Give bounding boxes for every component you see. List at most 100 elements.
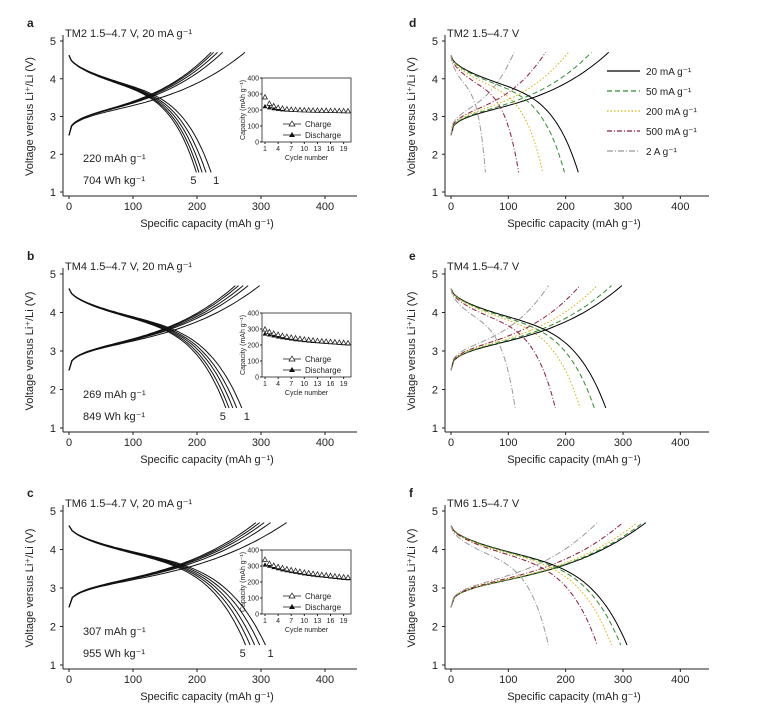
inset-x-tick-label: 16 <box>327 381 335 388</box>
y-axis-label: Voltage versus Li⁺/Li (V) <box>406 529 418 648</box>
inset-charge-point <box>275 104 282 110</box>
y-tick-label: 4 <box>50 308 56 320</box>
inset-x-tick-label: 16 <box>327 618 335 625</box>
energy-annotation: 704 Wh kg⁻¹ <box>83 175 145 187</box>
inset-charge-point <box>288 334 295 340</box>
charge-curve-cycle-4 <box>68 51 214 136</box>
inset-charge-point <box>283 333 290 339</box>
inset-charge-point <box>331 338 338 345</box>
inset-charge-point <box>283 565 290 572</box>
legend-label-4: 500 mA g⁻¹ <box>646 127 698 138</box>
inset-x-tick-label: 13 <box>314 146 322 153</box>
inset-charge-point <box>318 571 325 577</box>
y-tick-label: 4 <box>432 545 438 557</box>
x-axis-label: Specific capacity (mAh g⁻¹) <box>140 218 274 230</box>
y-axis-label: Voltage versus Li⁺/Li (V) <box>24 292 36 411</box>
x-tick-label: 0 <box>448 674 454 686</box>
inset-x-tick-label: 13 <box>314 381 322 388</box>
inset-charge-point <box>279 332 286 338</box>
inset-charge-point <box>262 556 268 562</box>
inset-y-tick-label: 300 <box>247 564 259 571</box>
y-tick-label: 5 <box>50 506 56 518</box>
x-tick-label: 100 <box>124 201 142 213</box>
inset-x-tick-label: 16 <box>327 146 335 153</box>
capacity-annotation: 220 mAh g⁻¹ <box>83 153 146 165</box>
discharge-curve-rate-5 <box>450 55 486 173</box>
inset-x-tick-label: 7 <box>289 381 293 388</box>
inset-charge-point <box>301 106 308 113</box>
x-tick-label: 0 <box>66 674 72 686</box>
y-tick-label: 5 <box>432 269 438 281</box>
inset-y-tick-label: 300 <box>247 327 259 334</box>
charge-curve-cycle-4 <box>68 522 260 608</box>
charge-curve-rate-2 <box>450 285 612 371</box>
panel-d: 1 2 3 4 5 0 100 200 300 400 Specific capacity (mAh… <box>406 16 709 230</box>
panel-f: 1 2 3 4 5 0 100 200 300 400 Specific capacity (mAh… <box>406 486 709 703</box>
inset-charge-point <box>296 106 303 113</box>
inset-y-tick-label: 0 <box>255 375 259 382</box>
discharge-curve-rate-3 <box>450 288 581 409</box>
cycle-5-label: 5 <box>190 175 196 187</box>
y-tick-label: 2 <box>50 622 56 634</box>
charge-curve-rate-4 <box>450 52 547 136</box>
x-tick-label: 100 <box>499 674 517 686</box>
x-axis-label: Specific capacity (mAh g⁻¹) <box>507 218 641 230</box>
discharge-curve-rate-3 <box>450 525 612 646</box>
inset-charge-point <box>345 574 351 580</box>
inset-legend-charge-marker <box>288 120 296 127</box>
panel-letter: e <box>409 249 416 263</box>
inset-charge-point <box>336 339 343 345</box>
inset-charge-point <box>331 107 338 113</box>
inset-charge-point <box>305 569 312 576</box>
inset-legend-discharge: Discharge <box>305 366 342 375</box>
inset-charge-point <box>279 564 286 571</box>
inset-legend-charge-marker <box>288 355 296 362</box>
y-tick-label: 1 <box>50 660 56 672</box>
x-tick-label: 100 <box>124 437 142 449</box>
panel-e: 1 2 3 4 5 0 100 200 300 400 Specific capacity (mAh… <box>406 249 709 466</box>
inset-charge-point <box>270 330 277 336</box>
charge-curve-rate-3 <box>450 522 638 608</box>
inset-charge-point <box>296 568 303 574</box>
inset-y-axis-label: Capacity (mAh g⁻¹) <box>240 315 247 375</box>
x-tick-label: 100 <box>499 201 517 213</box>
y-axis-label: Voltage versus Li⁺/Li (V) <box>406 292 418 411</box>
inset-charge-point <box>292 567 299 573</box>
y-tick-label: 1 <box>432 660 438 672</box>
inset-legend-charge-marker <box>288 592 296 599</box>
inset-charge-point <box>340 107 347 114</box>
inset-legend-charge: Charge <box>305 120 332 129</box>
y-tick-label: 1 <box>432 423 438 435</box>
inset-y-tick-label: 100 <box>247 124 259 131</box>
x-tick-label: 200 <box>188 437 206 449</box>
inset-charge-point <box>275 563 282 569</box>
inset-charge-point <box>266 100 273 106</box>
discharge-curve-rate-1 <box>450 55 579 173</box>
charge-curve-rate-5 <box>450 522 598 608</box>
inset-legend-discharge-marker <box>289 604 295 609</box>
inset-charge-point <box>288 566 295 573</box>
charge-curve-rate-2 <box>450 522 644 608</box>
panel-letter: a <box>27 16 34 30</box>
y-tick-label: 3 <box>432 346 438 358</box>
charge-curve-rate-5 <box>450 52 515 136</box>
charge-curve-cycle-5 <box>68 522 257 608</box>
inset-discharge-point <box>262 331 268 336</box>
discharge-curve-rate-2 <box>450 288 595 409</box>
legend-label-1: 20 mA g⁻¹ <box>646 67 692 78</box>
inset-charge-point <box>345 107 351 114</box>
inset-y-tick-label: 100 <box>247 359 259 366</box>
charge-curve-rate-4 <box>450 522 624 608</box>
inset-b: 0 100 200 300 400 1 4 7 10 13 16 19 Cycle number Capa… <box>240 311 352 397</box>
inset-charge-point <box>310 107 317 113</box>
x-axis-label: Specific capacity (mAh g⁻¹) <box>507 691 641 703</box>
x-tick-label: 300 <box>252 201 270 213</box>
rate-legend: 20 mA g⁻¹ 50 mA g⁻¹ 200 mA g⁻¹ 500 mA g⁻¹ 2 … <box>607 67 698 158</box>
y-tick-label: 3 <box>432 583 438 595</box>
charge-curve-rate-1 <box>450 285 623 371</box>
y-tick-label: 2 <box>432 385 438 397</box>
panel-letter: f <box>409 486 414 500</box>
x-tick-label: 400 <box>316 437 334 449</box>
